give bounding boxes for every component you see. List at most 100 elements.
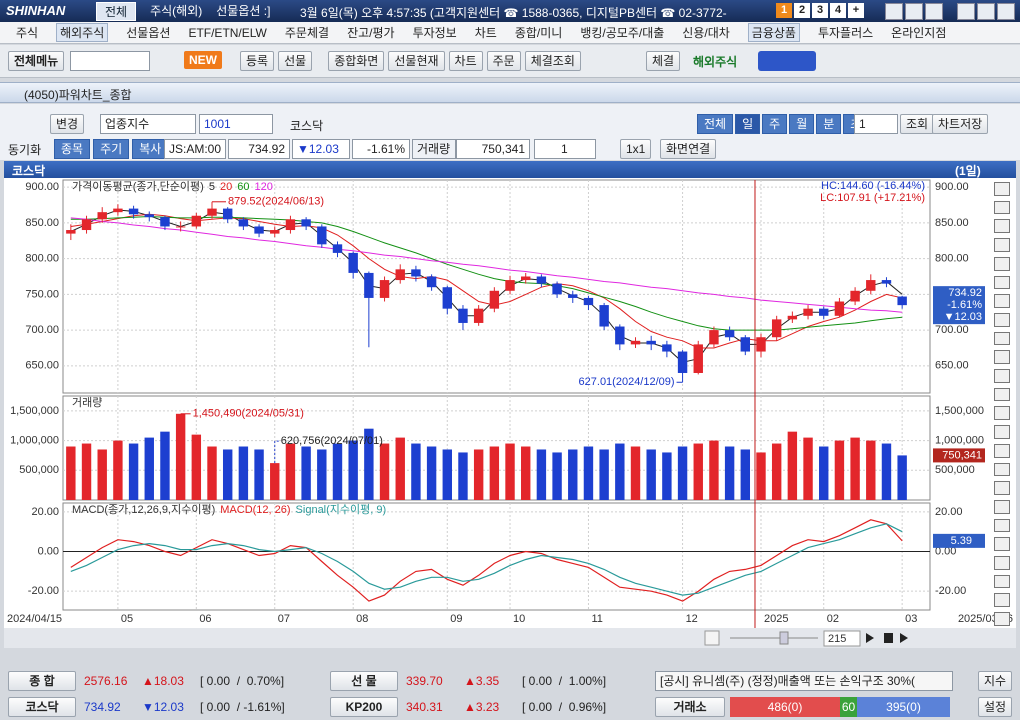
menu-item[interactable]: 차트 — [474, 26, 497, 40]
tool-icon[interactable] — [994, 462, 1010, 477]
tool-icon[interactable] — [994, 499, 1010, 514]
link-button[interactable]: 화면연결 — [660, 139, 717, 159]
tool-icon[interactable] — [994, 238, 1010, 252]
period-button[interactable]: 주 — [762, 114, 788, 134]
toolbar-button[interactable]: 종합화면 — [328, 51, 385, 71]
tool-icon[interactable] — [994, 537, 1010, 552]
menu-item[interactable]: 해외주식 — [56, 23, 109, 42]
query-button[interactable]: 조회 — [900, 114, 935, 134]
tool-icon[interactable] — [994, 556, 1010, 570]
tool-icon[interactable] — [994, 219, 1010, 234]
tool-icon[interactable] — [994, 275, 1010, 290]
period-button[interactable]: 전체 — [697, 114, 734, 134]
tool-icon[interactable] — [994, 406, 1010, 421]
tool-icon[interactable] — [994, 574, 1010, 589]
tool-icon[interactable] — [994, 387, 1010, 402]
save-button[interactable]: 차트저장 — [932, 114, 989, 134]
period-button[interactable]: 월 — [789, 114, 815, 134]
ticker-name[interactable]: 선 물 — [330, 671, 398, 691]
tool-icon[interactable] — [994, 182, 1010, 196]
menu-item[interactable]: 신용/대차 — [682, 26, 730, 40]
tool-icon[interactable] — [994, 593, 1010, 608]
market-select[interactable]: 업종지수 — [100, 114, 196, 134]
tool-icon[interactable] — [994, 350, 1010, 365]
icon[interactable] — [997, 3, 1015, 20]
title-tab[interactable]: 주식(해외) — [150, 4, 203, 18]
icon[interactable] — [885, 3, 903, 20]
tool-icon[interactable] — [994, 369, 1010, 383]
toolbar-button[interactable]: 등록 — [240, 51, 275, 71]
volume-bar — [207, 446, 217, 500]
screen-button[interactable]: 1 — [776, 3, 792, 18]
menu-item[interactable]: 온라인지점 — [891, 26, 947, 40]
menu-item[interactable]: 종합/미니 — [514, 26, 563, 40]
fill-button[interactable]: 체결 — [646, 51, 681, 71]
screen-button[interactable]: + — [848, 3, 864, 18]
ticker-name[interactable]: KP200 — [330, 697, 398, 717]
tool-icon[interactable] — [994, 312, 1010, 327]
menu-item[interactable]: 투자플러스 — [817, 26, 874, 40]
tool-icon[interactable] — [994, 200, 1010, 215]
menu-search[interactable] — [70, 51, 150, 71]
tool-icon[interactable] — [994, 425, 1010, 439]
lc-label: LC:107.91 (+17.21%) — [820, 192, 925, 204]
toolbar-button[interactable]: 차트 — [448, 51, 483, 71]
icon[interactable] — [957, 3, 975, 20]
period-button[interactable]: 분 — [816, 114, 842, 134]
nav-buttons[interactable] — [866, 633, 908, 643]
tool-icon[interactable] — [994, 331, 1010, 346]
toolbar-button[interactable]: 체결조회 — [524, 51, 581, 71]
zoom-box[interactable] — [823, 630, 861, 647]
panel-title: MACD(종가,12,26,9,지수이평) — [72, 503, 215, 516]
tool-icon[interactable] — [994, 612, 1010, 626]
change-button[interactable]: 변경 — [50, 114, 85, 134]
menu-item[interactable]: 투자정보 — [412, 26, 457, 40]
overseas-link[interactable]: 해외주식 — [693, 55, 738, 69]
menu-item[interactable]: 금융상품 — [747, 23, 800, 42]
notice[interactable]: [공시] 유니셈(주) (정정)매출액 또는 손익구조 30%( — [655, 671, 953, 691]
info-button[interactable]: 종목 — [54, 139, 91, 159]
screen-button[interactable]: 3 — [812, 3, 828, 18]
tool-icon[interactable] — [994, 443, 1010, 458]
info-button[interactable]: 주기 — [93, 139, 130, 159]
layout-button[interactable]: 1x1 — [620, 139, 652, 159]
menu-item[interactable]: 주식 — [16, 26, 39, 40]
index-button[interactable]: 지수 — [978, 671, 1013, 691]
new-button[interactable]: NEW — [184, 51, 222, 69]
scroll-button[interactable] — [704, 630, 720, 646]
count-select[interactable]: 1 — [534, 139, 596, 159]
count-input[interactable]: 1 — [854, 114, 898, 134]
menu-item[interactable]: 주문체결 — [284, 26, 330, 40]
icon[interactable] — [925, 3, 943, 20]
screen-button[interactable]: 2 — [794, 3, 810, 18]
tool-icon[interactable] — [994, 294, 1010, 308]
ticker-name[interactable]: 코스닥 — [8, 697, 76, 717]
menu-button[interactable]: 전체메뉴 — [8, 51, 65, 71]
icon[interactable] — [905, 3, 923, 20]
menu-item[interactable]: 잔고/평가 — [347, 26, 395, 40]
period-button[interactable]: 일 — [735, 114, 761, 134]
title-tab[interactable]: 전체 — [96, 2, 137, 21]
toolbar-button[interactable]: 주문 — [486, 51, 521, 71]
toolbar-button[interactable]: 선물 — [278, 51, 313, 71]
candle-body — [301, 219, 311, 227]
tv-logo[interactable] — [758, 51, 816, 71]
slider-thumb[interactable] — [779, 631, 789, 645]
ticker-name[interactable]: 종 합 — [8, 671, 76, 691]
menu-item[interactable]: 선물옵션 — [126, 26, 171, 40]
screen-button[interactable]: 4 — [830, 3, 846, 18]
icon[interactable] — [977, 3, 995, 20]
code-input[interactable]: 1001 — [199, 114, 273, 134]
title-tab[interactable]: 선물옵션 :] — [216, 4, 271, 18]
toolbar-button[interactable]: 선물현재 — [388, 51, 445, 71]
chart-period: (1일) — [955, 164, 981, 178]
tool-icon[interactable] — [994, 481, 1010, 495]
volume-bar — [317, 449, 327, 500]
menu-item[interactable]: 뱅킹/공모주/대출 — [580, 26, 665, 40]
tool-icon[interactable] — [994, 256, 1010, 271]
volume-bar — [521, 446, 531, 500]
menu-item[interactable]: ETF/ETN/ELW — [188, 25, 267, 40]
info-button[interactable]: 복사 — [132, 139, 169, 159]
settings-button[interactable]: 설정 — [978, 697, 1013, 717]
tool-icon[interactable] — [994, 518, 1010, 533]
